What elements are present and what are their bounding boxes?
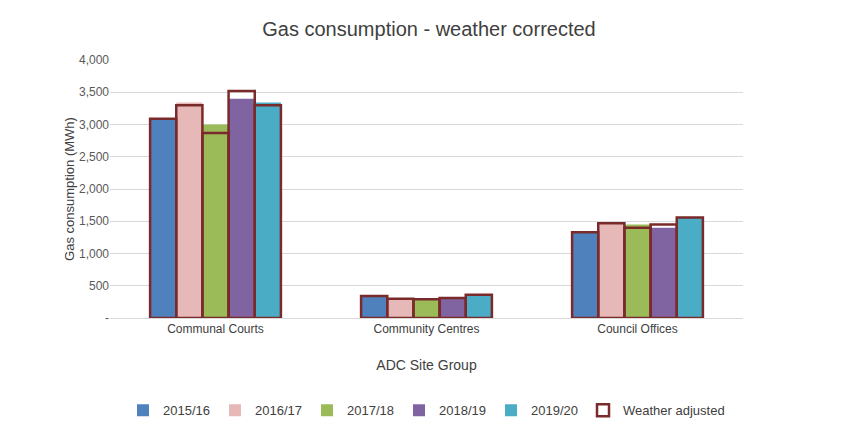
- svg-text:4,000: 4,000: [79, 53, 109, 67]
- svg-text:2017/18: 2017/18: [347, 403, 394, 418]
- svg-text:3,500: 3,500: [79, 85, 109, 99]
- svg-text:Gas consumption (MWh): Gas consumption (MWh): [62, 117, 77, 261]
- svg-text:Gas consumption - weather corr: Gas consumption - weather corrected: [262, 18, 596, 40]
- svg-text:1,000: 1,000: [79, 247, 109, 261]
- svg-text:2,000: 2,000: [79, 182, 109, 196]
- svg-text:-: -: [105, 311, 109, 325]
- svg-text:Community Centres: Community Centres: [373, 322, 479, 336]
- svg-text:3,000: 3,000: [79, 118, 109, 132]
- svg-text:2015/16: 2015/16: [163, 403, 210, 418]
- svg-text:2016/17: 2016/17: [255, 403, 302, 418]
- svg-text:2018/19: 2018/19: [439, 403, 486, 418]
- svg-text:ADC Site Group: ADC Site Group: [376, 357, 477, 373]
- svg-text:Communal Courts: Communal Courts: [167, 322, 264, 336]
- svg-text:1,500: 1,500: [79, 214, 109, 228]
- svg-text:500: 500: [89, 279, 109, 293]
- svg-text:2019/20: 2019/20: [531, 403, 578, 418]
- svg-text:2,500: 2,500: [79, 150, 109, 164]
- svg-text:Weather adjusted: Weather adjusted: [623, 403, 725, 418]
- svg-text:Council Offices: Council Offices: [597, 322, 677, 336]
